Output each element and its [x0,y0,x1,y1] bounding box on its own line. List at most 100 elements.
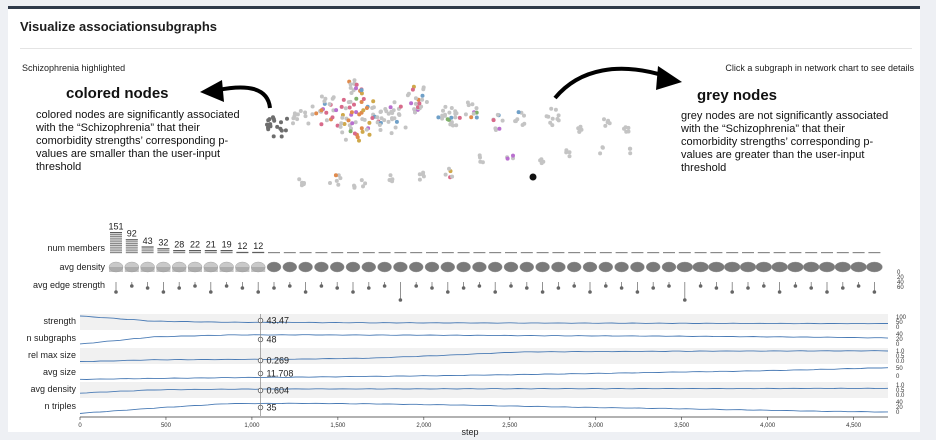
density-glyph[interactable] [724,261,741,273]
network-node[interactable] [323,96,328,101]
network-node[interactable] [403,125,408,130]
density-glyph[interactable] [393,261,408,273]
density-glyph[interactable] [818,261,836,273]
network-node[interactable] [516,110,521,115]
network-node[interactable] [386,111,391,116]
subgraph-column[interactable] [472,252,487,288]
density-glyph[interactable] [456,261,471,273]
network-node[interactable] [346,118,351,123]
network-node[interactable] [324,110,329,115]
subgraph-column[interactable] [582,252,598,294]
density-glyph[interactable] [692,261,709,273]
density-glyph[interactable] [330,261,345,273]
network-node[interactable] [342,122,347,126]
network-node[interactable] [500,118,505,123]
network-node[interactable] [513,119,518,124]
subgraph-column[interactable] [755,252,772,288]
subgraph-column[interactable] [298,252,313,294]
network-node[interactable] [279,120,283,125]
network-node[interactable] [355,135,360,140]
network-node[interactable] [416,105,420,110]
network-node[interactable] [443,112,447,117]
network-node[interactable] [333,173,338,178]
network-node[interactable] [493,126,498,131]
density-glyph[interactable] [866,261,883,273]
network-node[interactable] [495,112,500,117]
density-glyph[interactable] [519,261,534,273]
density-glyph[interactable] [424,261,440,273]
network-node[interactable] [367,132,372,137]
density-glyph[interactable] [676,261,693,273]
network-node[interactable] [303,110,308,115]
network-node[interactable] [478,159,483,164]
network-node[interactable] [550,123,555,128]
network-node[interactable] [538,158,543,163]
network-node[interactable] [343,106,348,111]
network-node[interactable] [449,115,454,120]
network-node[interactable] [600,145,605,150]
network-node[interactable] [349,110,354,115]
network-node[interactable] [567,154,572,159]
network-node[interactable] [421,170,426,175]
network-node[interactable] [457,115,462,120]
network-node[interactable] [420,93,425,98]
network-node[interactable] [361,97,366,101]
network-node[interactable] [371,105,376,110]
network-node[interactable] [352,131,357,136]
network-node[interactable] [271,115,275,120]
network-node[interactable] [324,118,329,123]
network-node[interactable] [364,106,369,110]
subgraph-column[interactable] [630,252,645,294]
network-node[interactable] [334,178,339,183]
network-node[interactable] [338,124,343,129]
network-node[interactable] [410,87,415,92]
network-node[interactable] [266,118,271,123]
network-node[interactable] [377,123,382,127]
network-node[interactable] [567,150,572,155]
density-glyph[interactable] [345,261,361,273]
density-glyph[interactable] [298,261,313,273]
network-node[interactable] [348,82,353,87]
network-node[interactable] [398,104,403,109]
density-glyph[interactable] [850,261,867,273]
network-node[interactable] [445,117,450,122]
density-glyph[interactable] [739,261,757,273]
network-node[interactable] [354,96,359,101]
subgraph-column[interactable] [314,252,329,288]
network-node[interactable] [348,129,353,134]
subgraph-column[interactable] [330,252,345,290]
density-glyph[interactable] [535,261,550,273]
network-node[interactable] [295,112,300,117]
density-glyph[interactable] [440,261,455,273]
network-node[interactable] [440,116,445,121]
network-node[interactable] [466,103,471,108]
network-node[interactable] [310,104,315,109]
network-node[interactable] [283,128,288,133]
network-node[interactable] [389,131,394,136]
network-node[interactable] [360,129,365,134]
network-node[interactable] [556,113,561,118]
network-node[interactable] [306,121,311,126]
network-node[interactable] [417,177,422,182]
network-node[interactable] [511,153,515,158]
network-node[interactable] [371,99,376,104]
network-node[interactable] [443,104,448,109]
subgraph-column[interactable]: 12 [235,241,250,290]
subgraph-column[interactable] [818,252,836,294]
density-glyph[interactable] [567,261,582,273]
network-node[interactable] [340,130,345,135]
network-node[interactable] [598,151,603,156]
subgraph-column[interactable] [614,252,629,290]
subgraph-column[interactable] [771,252,788,294]
network-node[interactable] [453,115,458,120]
subgraph-column[interactable]: 151 [108,221,124,294]
network-node[interactable] [339,121,344,126]
network-node[interactable] [354,82,359,87]
subgraph-column[interactable] [551,252,566,290]
density-glyph[interactable] [598,261,613,273]
network-node[interactable] [383,107,388,111]
subgraph-column[interactable] [519,252,534,290]
subgraph-column[interactable] [739,252,757,290]
density-glyph[interactable] [646,261,661,273]
